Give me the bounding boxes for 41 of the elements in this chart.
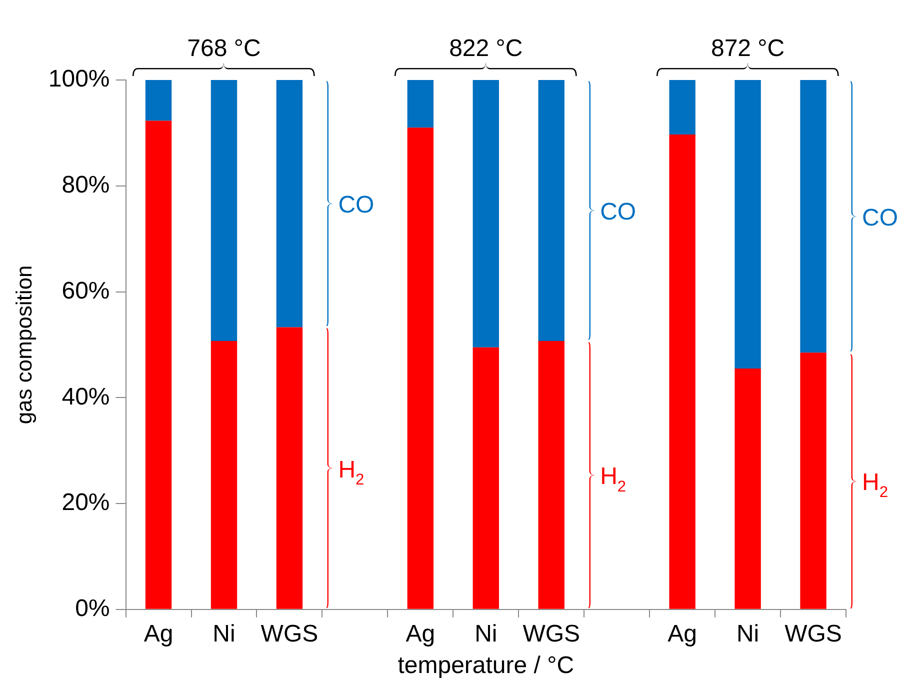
bar (210, 340, 238, 609)
y-tick-label: 20% (62, 489, 110, 516)
x-tick-label: Ag (668, 620, 697, 648)
text: CO (600, 198, 636, 226)
y-tick-label: 100% (48, 66, 110, 93)
y-tick-label: 60% (62, 277, 110, 304)
x-tick-label: Ni (736, 620, 760, 648)
y-tick-label: 40% (62, 383, 110, 410)
text: 768 °C (187, 35, 261, 62)
bar (538, 80, 564, 341)
bar (669, 80, 696, 135)
bar (734, 368, 761, 609)
bar (472, 347, 499, 609)
bar (800, 352, 826, 609)
y-axis-title: gas composition (11, 265, 36, 424)
x-tick-label: Ni (474, 620, 498, 648)
x-tick-label: WGS (784, 620, 842, 648)
x-tick-label: Ag (144, 620, 174, 648)
bar (800, 80, 826, 353)
y-tick-label: 80% (62, 172, 110, 199)
bar (407, 128, 434, 609)
x-tick-label: WGS (522, 620, 580, 648)
bar (210, 80, 238, 341)
bar (407, 80, 434, 128)
bar (538, 340, 564, 609)
x-tick-label: WGS (260, 620, 318, 648)
bar (145, 80, 172, 121)
y-tick-label: 0% (75, 595, 110, 622)
text: 872 °C (710, 35, 785, 62)
x-axis-title: temperature / °C (398, 652, 574, 680)
bar (145, 120, 172, 609)
bar (734, 80, 761, 369)
bar (669, 134, 696, 609)
x-tick-label: Ni (212, 620, 236, 648)
x-tick-label: Ag (406, 620, 436, 648)
text: 822 °C (449, 35, 523, 62)
bar (276, 327, 303, 609)
series-label: CO (338, 192, 374, 219)
bar (472, 80, 499, 348)
bar (276, 80, 303, 328)
text: CO (862, 204, 898, 232)
